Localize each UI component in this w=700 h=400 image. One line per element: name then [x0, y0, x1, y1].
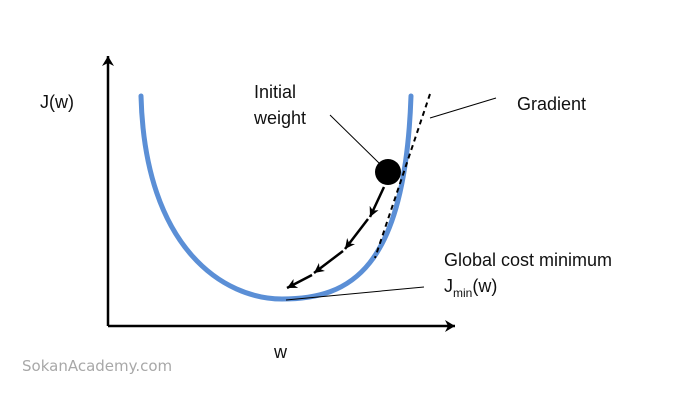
jmin-label: Jmin(w): [444, 276, 497, 300]
gradient-tangent-line: [374, 93, 431, 259]
initial-weight-label-line2: weight: [253, 108, 306, 128]
descent-step-arrow: [344, 218, 369, 250]
descent-step-arrow: [286, 273, 313, 290]
watermark: SokanAcademy.com: [22, 357, 172, 375]
gradient-label: Gradient: [517, 94, 586, 114]
x-axis-label: w: [273, 342, 288, 362]
descent-step-arrow: [368, 186, 386, 218]
descent-step-arrow: [313, 250, 344, 274]
y-axis-label: J(w): [40, 92, 74, 112]
initial-weight-leader: [329, 114, 381, 165]
jmin-argument: (w): [472, 276, 497, 296]
initial-weight-label-line1: Initial: [254, 82, 296, 102]
initial-weight-ball: [375, 159, 401, 185]
jmin-subscript: min: [453, 286, 472, 300]
cost-curve: [138, 93, 414, 302]
gradient-leader: [429, 97, 497, 119]
jmin-main: J: [444, 276, 453, 296]
global-cost-minimum-label: Global cost minimum: [444, 250, 612, 270]
global-min-leader: [285, 286, 425, 301]
